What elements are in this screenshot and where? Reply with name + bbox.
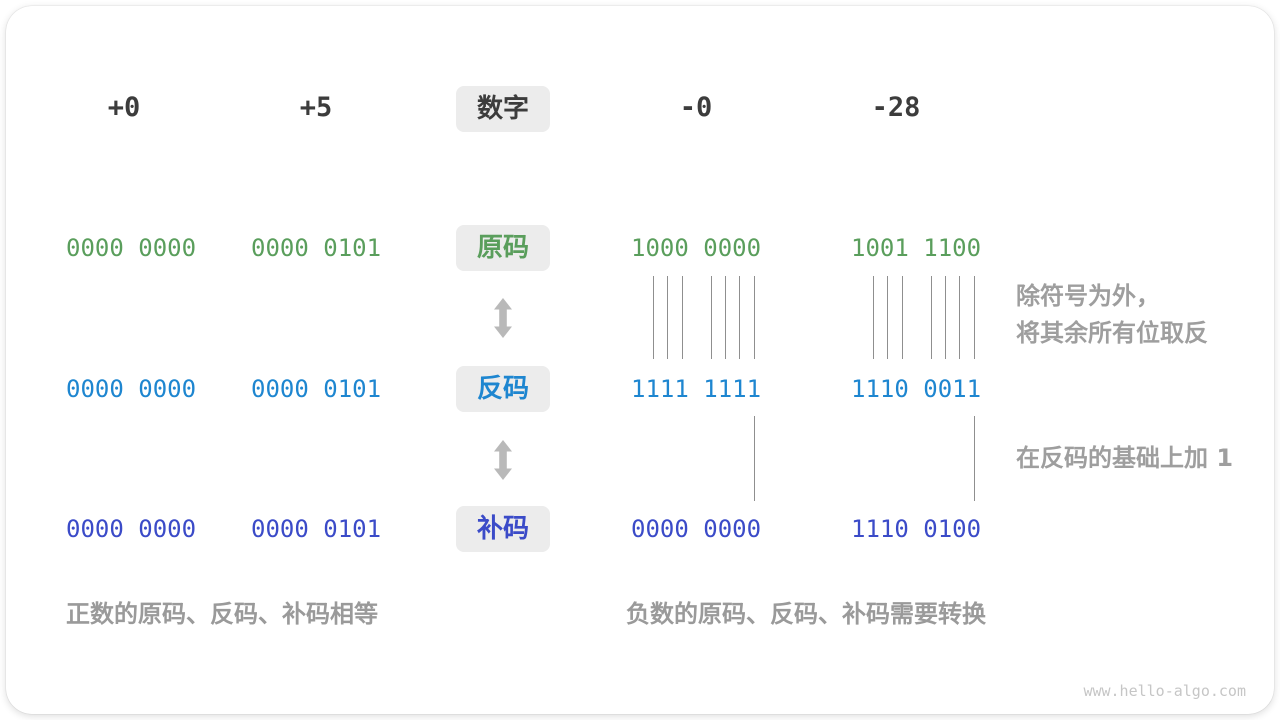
binary-value: 1000 0000 — [631, 234, 762, 262]
bit-invert-line — [653, 276, 654, 359]
binary-value: 0000 0000 — [66, 234, 197, 262]
binary-value: 1111 1111 — [631, 375, 762, 403]
bit-invert-line — [739, 276, 740, 359]
add-one-line — [754, 416, 755, 501]
add-one-annotation: 在反码的基础上加 1 — [1016, 444, 1234, 472]
negative-caption: 负数的原码、反码、补码需要转换 — [626, 600, 986, 628]
invert-annotation-line2: 将其余所有位取反 — [1016, 319, 1208, 347]
bit-invert-line — [945, 276, 946, 359]
bit-invert-line — [667, 276, 668, 359]
bit-invert-line — [959, 276, 960, 359]
bit-invert-line — [682, 276, 683, 359]
binary-value: 1001 1100 — [851, 234, 982, 262]
watermark: www.hello-algo.com — [1083, 682, 1246, 700]
number-label-chip: 数字 — [456, 86, 550, 132]
twos-complement-chip: 补码 — [456, 506, 550, 552]
column-header-plus5: +5 — [299, 92, 333, 123]
bit-invert-line — [902, 276, 903, 359]
column-header-minus0: -0 — [679, 92, 713, 123]
positive-caption: 正数的原码、反码、补码相等 — [66, 600, 378, 628]
sign-magnitude-chip: 原码 — [456, 225, 550, 271]
add-one-line — [974, 416, 975, 501]
binary-value: 0000 0000 — [631, 515, 762, 543]
updown-arrow-icon — [490, 440, 516, 480]
invert-annotation: 除符号为外， 将其余所有位取反 — [1016, 278, 1208, 352]
bit-invert-line — [931, 276, 932, 359]
ones-complement-chip: 反码 — [456, 366, 550, 412]
binary-value: 0000 0101 — [251, 375, 382, 403]
binary-value: 1110 0100 — [851, 515, 982, 543]
binary-value: 0000 0101 — [251, 515, 382, 543]
column-header-minus28: -28 — [871, 92, 921, 123]
binary-value: 0000 0000 — [66, 375, 197, 403]
bit-invert-line — [711, 276, 712, 359]
binary-value: 0000 0000 — [66, 515, 197, 543]
updown-arrow-icon — [490, 298, 516, 338]
bit-invert-line — [725, 276, 726, 359]
binary-value: 1110 0011 — [851, 375, 982, 403]
bit-invert-line — [873, 276, 874, 359]
invert-annotation-line1: 除符号为外， — [1016, 282, 1160, 310]
bit-invert-line — [754, 276, 755, 359]
diagram-card: +0 +5 -0 -28 数字 0000 0000 0000 0101 原码 1… — [6, 6, 1274, 714]
bit-invert-line — [887, 276, 888, 359]
bit-invert-line — [974, 276, 975, 359]
binary-value: 0000 0101 — [251, 234, 382, 262]
column-header-plus0: +0 — [107, 92, 141, 123]
